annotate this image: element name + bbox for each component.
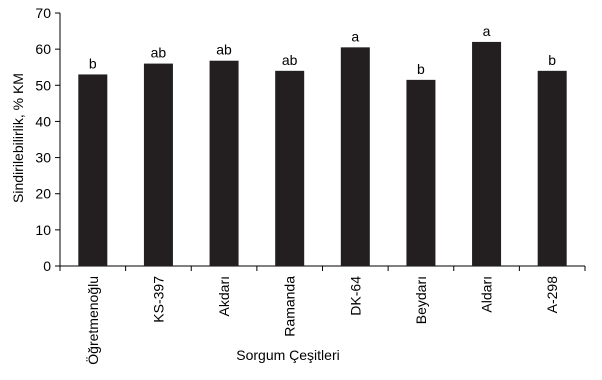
bar-letter-label: a <box>351 28 359 44</box>
bar-letter-label: b <box>417 61 425 77</box>
bar-letter-label: a <box>483 23 491 39</box>
bar-letter-label: ab <box>282 52 298 68</box>
category-labels: Öğretmenoğlu KS-397 Akdarı Ramanda DK-64 Beyd… <box>84 276 560 365</box>
category-label: A-298 <box>544 276 560 314</box>
category-label: KS-397 <box>150 276 166 323</box>
y-tick-label: 30 <box>35 150 51 166</box>
x-axis-ticks <box>59 266 586 271</box>
bar-letter-label: ab <box>151 45 167 61</box>
bar <box>406 79 436 266</box>
y-tick-label: 0 <box>43 258 51 274</box>
y-tick-label: 20 <box>35 186 51 202</box>
bar <box>78 74 108 266</box>
category-label: DK-64 <box>347 276 363 316</box>
category-label: Ramanda <box>282 276 298 337</box>
bar-letter-label: b <box>89 55 97 71</box>
y-tick-label: 70 <box>35 5 51 21</box>
bar <box>537 70 567 266</box>
category-label: Beydarı <box>413 276 429 324</box>
bar <box>340 47 370 267</box>
axes <box>59 13 585 267</box>
y-tick-label: 50 <box>35 77 51 93</box>
x-axis-title: Sorgum Çeşitleri <box>236 347 339 363</box>
y-tick-label: 60 <box>35 41 51 57</box>
bar-letter-label: ab <box>216 42 232 58</box>
category-label: Öğretmenoğlu <box>84 276 101 365</box>
y-axis-title: Sindirilebilirlik, % KM <box>10 73 26 203</box>
y-tick-label: 10 <box>35 222 51 238</box>
y-axis-ticks: 0 10 20 30 40 50 60 70 <box>35 5 60 274</box>
category-label: Aldarı <box>479 276 495 313</box>
bar-series <box>78 41 567 267</box>
bar <box>275 70 305 266</box>
bar <box>143 63 173 266</box>
bar-letter-label: b <box>548 52 556 68</box>
y-tick-label: 40 <box>35 113 51 129</box>
category-label: Akdarı <box>216 276 232 316</box>
bar <box>209 60 239 266</box>
bar <box>472 41 502 266</box>
